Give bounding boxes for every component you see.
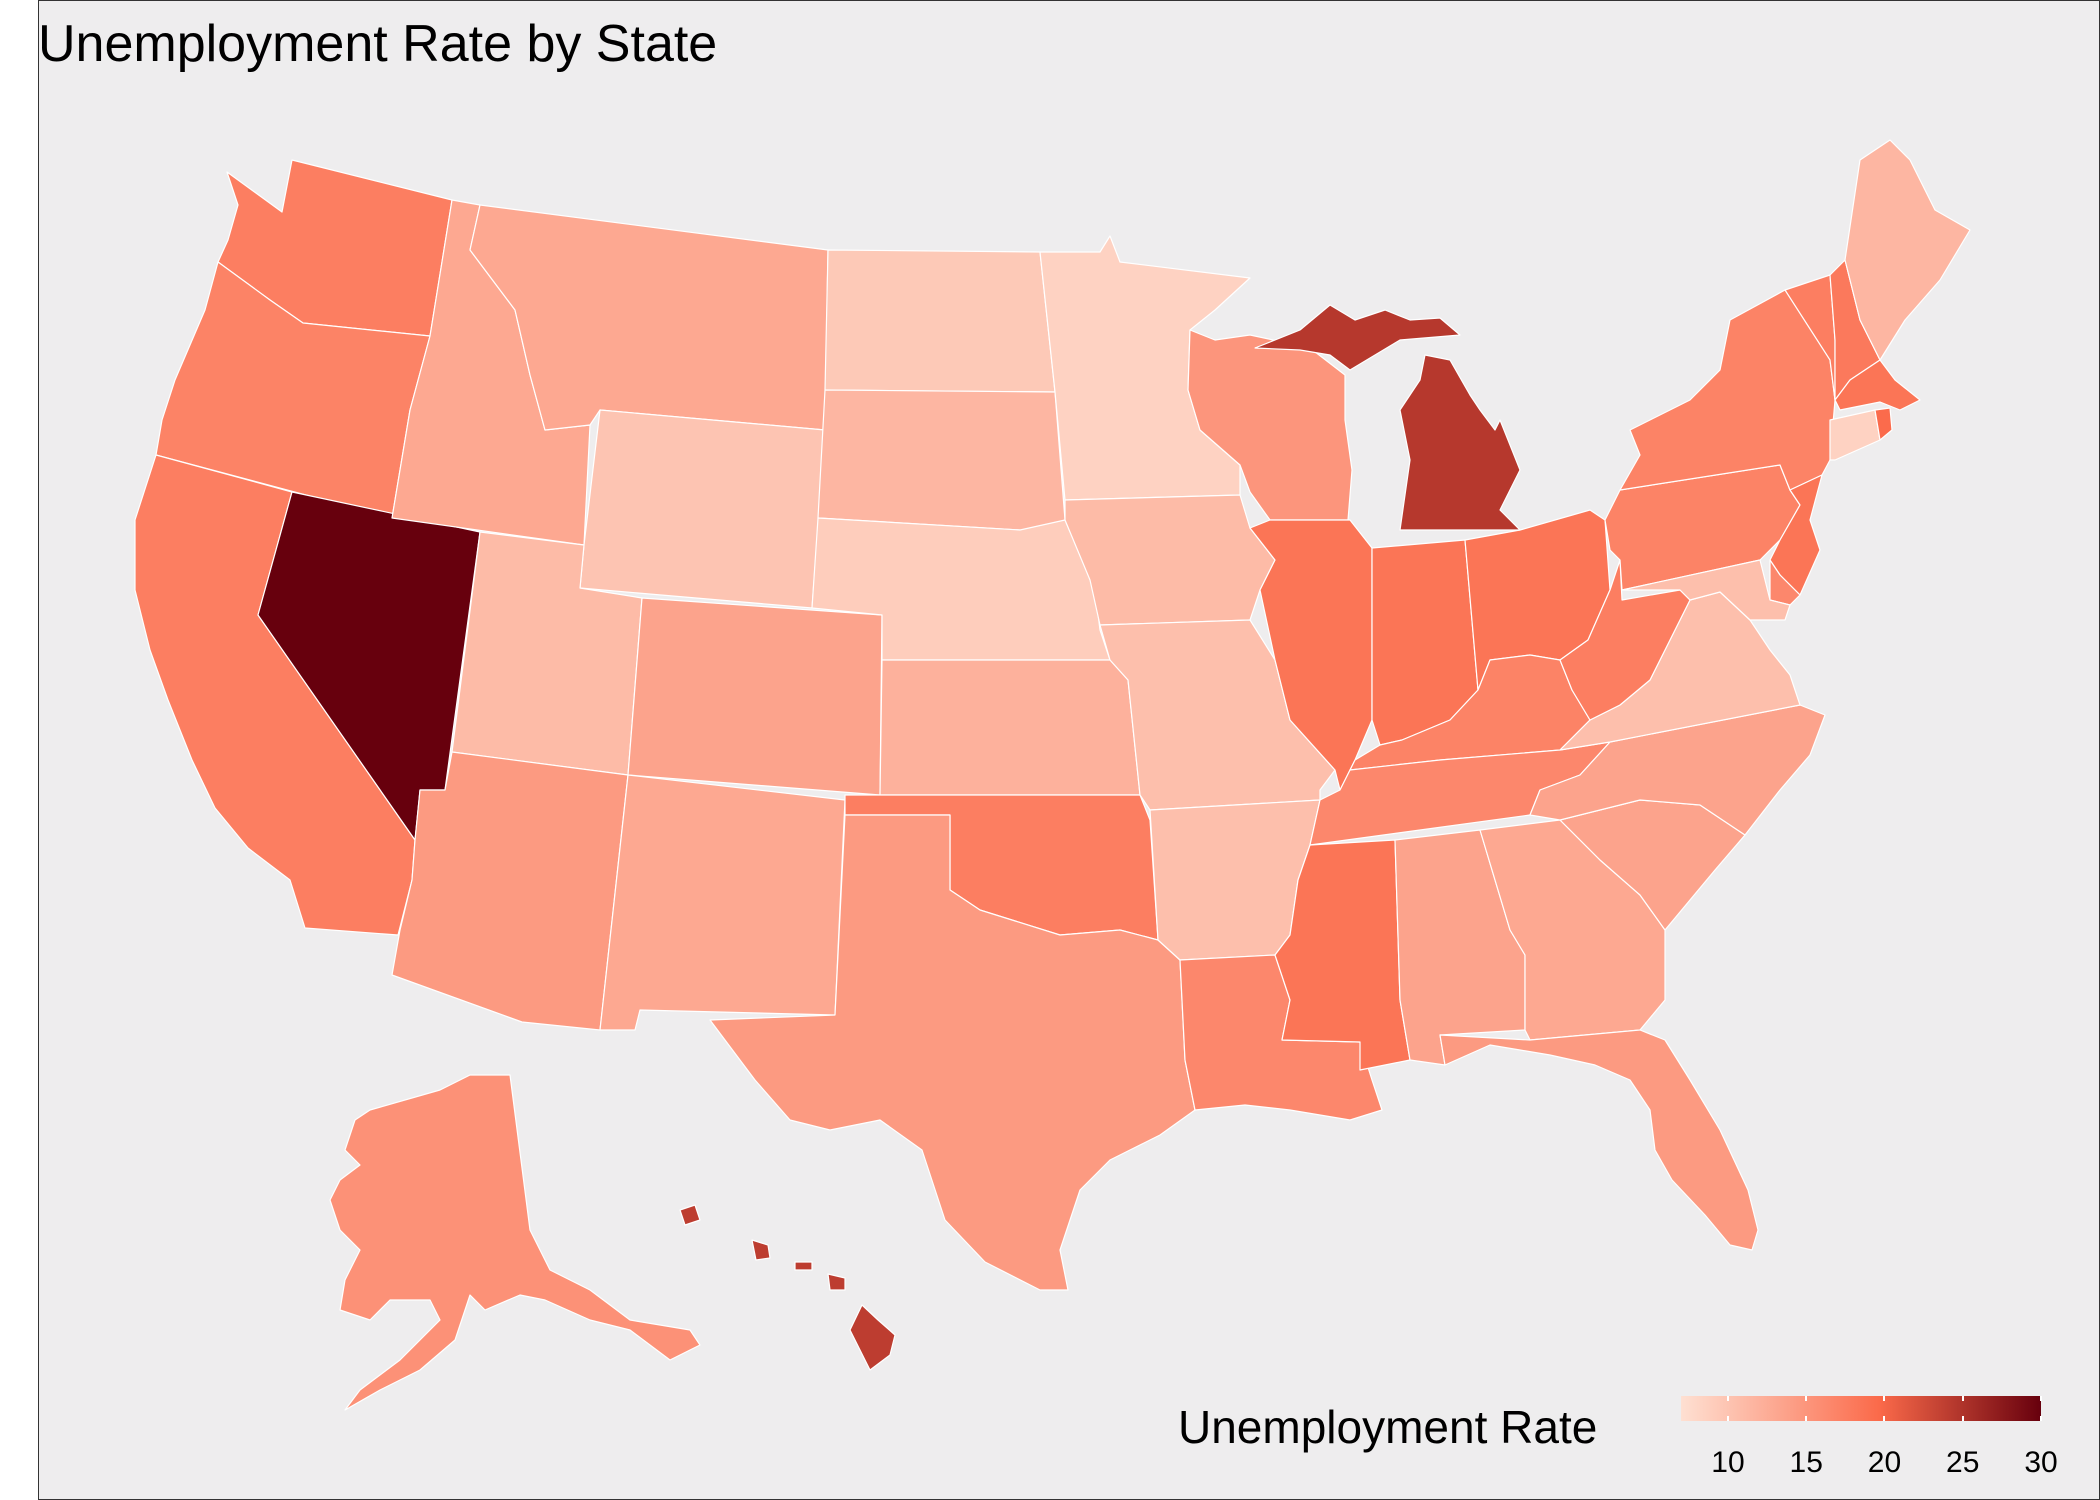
state-mi[interactable] <box>1254 304 1521 531</box>
state-ri[interactable] <box>1874 407 1893 441</box>
state-de[interactable] <box>1769 559 1801 606</box>
state-wy[interactable] <box>579 409 826 609</box>
state-co[interactable] <box>627 597 883 796</box>
state-fl[interactable] <box>1439 1029 1759 1251</box>
state-ny[interactable] <box>1619 289 1836 491</box>
state-ak[interactable] <box>329 1074 701 1411</box>
state-ne[interactable] <box>811 517 1111 661</box>
state-ct[interactable] <box>1829 409 1881 461</box>
state-nd[interactable] <box>824 249 1056 393</box>
state-nc[interactable] <box>1529 704 1826 836</box>
state-az[interactable] <box>391 751 629 1031</box>
legend-color-bar <box>1681 1396 2041 1421</box>
state-wi[interactable] <box>1187 329 1353 521</box>
map-title: Unemployment Rate by State <box>38 15 718 73</box>
legend-title: Unemployment Rate <box>1178 1401 1598 1453</box>
state-tx[interactable] <box>709 814 1196 1291</box>
state-mo[interactable] <box>1099 619 1336 811</box>
state-md[interactable] <box>1621 559 1791 621</box>
state-me[interactable] <box>1844 139 1971 361</box>
state-ia[interactable] <box>1064 494 1276 626</box>
state-ks[interactable] <box>879 659 1141 796</box>
state-nm[interactable] <box>599 774 846 1031</box>
state-ma[interactable] <box>1834 359 1921 411</box>
state-hi[interactable] <box>679 1204 896 1371</box>
state-sd[interactable] <box>817 389 1066 536</box>
